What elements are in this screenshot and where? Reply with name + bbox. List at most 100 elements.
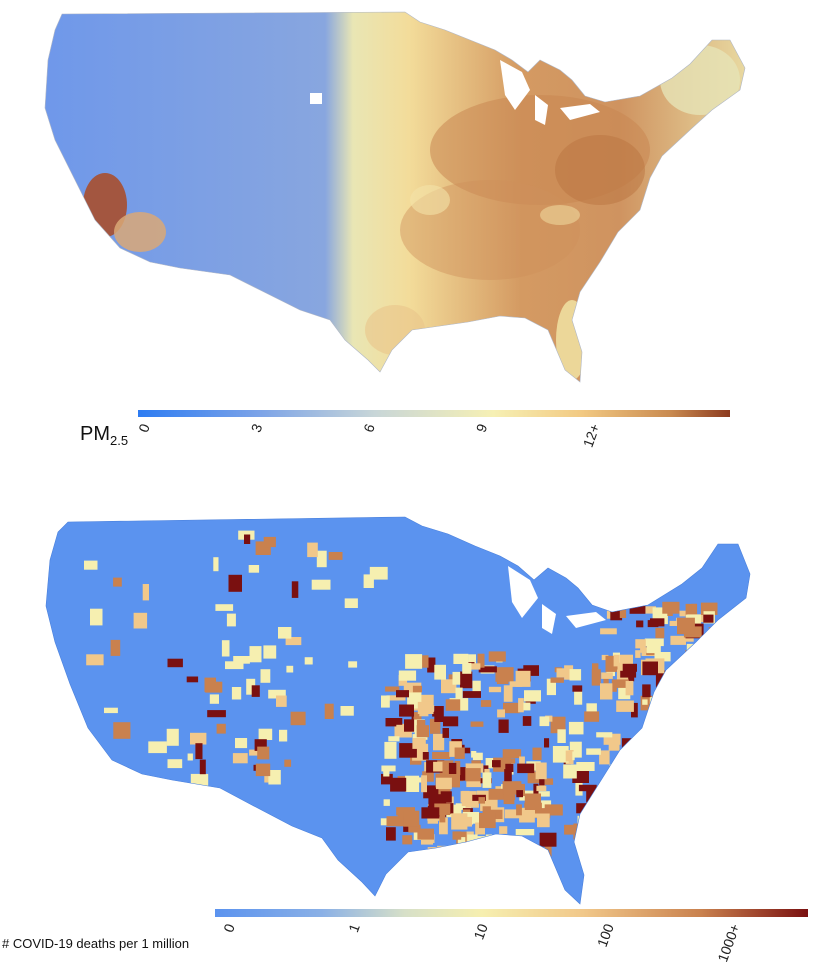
county-cell-239 (388, 736, 400, 742)
county-cell-318 (690, 681, 707, 694)
county-cell-361 (529, 803, 540, 818)
county-cell-15 (620, 799, 640, 816)
county-cell-217 (464, 663, 481, 670)
pm25-tick-label-4: 12+ (580, 422, 603, 450)
county-cell-212 (390, 777, 407, 792)
covid-tick-label-3: 100 (594, 921, 617, 949)
county-cell-416 (90, 608, 103, 626)
county-cell-147 (419, 655, 429, 668)
county-cell-378 (479, 813, 496, 829)
county-cell-423 (148, 741, 167, 754)
county-cell-402 (166, 728, 179, 746)
county-cell-45 (522, 716, 532, 726)
county-cell-225 (626, 843, 633, 850)
county-cell-380 (440, 791, 452, 803)
county-cell-234 (584, 711, 600, 722)
county-cell-240 (405, 654, 423, 669)
pm25-tick-label-3: 9 (473, 421, 491, 434)
county-cell-438 (307, 542, 318, 558)
county-cell-328 (635, 639, 646, 649)
county-cell-75 (608, 742, 620, 751)
county-cell-159 (398, 670, 417, 681)
county-cell-367 (517, 763, 535, 774)
county-cell-351 (465, 763, 484, 773)
county-cell-121 (608, 783, 616, 791)
county-cell-397 (215, 604, 234, 611)
county-cell-172 (646, 766, 666, 777)
county-cell-398 (268, 770, 281, 785)
county-cell-388 (524, 793, 541, 810)
county-cell-126 (564, 824, 575, 835)
county-cell-414 (324, 703, 334, 719)
county-cell-194 (385, 718, 403, 727)
county-cell-429 (244, 534, 251, 544)
county-cell-229 (434, 664, 446, 680)
county-cell-330 (466, 777, 482, 788)
county-cell-452 (249, 749, 259, 756)
county-cell-353 (439, 817, 448, 835)
county-cell-461 (190, 732, 207, 745)
county-cell-136 (603, 733, 621, 745)
county-cell-131 (640, 777, 656, 786)
county-cell-61 (653, 812, 664, 823)
county-cell-241 (487, 836, 498, 853)
county-cell-210 (403, 810, 420, 827)
county-cell-129 (432, 752, 450, 759)
county-cell-163 (609, 764, 627, 776)
county-cell-35 (657, 777, 675, 789)
pm25-tick-label-2: 6 (360, 421, 378, 434)
county-cell-252 (412, 734, 420, 742)
county-cell-151 (582, 833, 600, 847)
county-cell-249 (656, 748, 667, 756)
county-cell-18 (544, 738, 550, 748)
county-cell-428 (290, 711, 306, 726)
county-cell-150 (578, 784, 597, 792)
county-cell-371 (482, 806, 491, 819)
county-cell-401 (86, 654, 104, 666)
county-cell-258 (412, 738, 426, 749)
county-cell-72 (519, 756, 525, 765)
county-cell-282 (700, 678, 707, 692)
county-cell-440 (113, 722, 131, 739)
county-cell-108 (572, 685, 583, 692)
county-cell-325 (601, 672, 613, 679)
county-cell-169 (386, 827, 396, 841)
county-cell-208 (596, 732, 613, 738)
county-cell-173 (642, 699, 648, 705)
county-cell-319 (605, 655, 617, 672)
county-cell-8 (402, 835, 413, 845)
county-cell-255 (416, 725, 429, 738)
covid-tick-labels: 0 1 10 100 1000+ (220, 921, 743, 964)
county-cell-243 (396, 724, 406, 731)
county-cell-453 (251, 685, 260, 697)
county-cell-459 (257, 746, 270, 760)
pm25-color-scale (138, 410, 730, 417)
county-cell-110 (615, 840, 622, 853)
county-cell-230 (651, 820, 666, 828)
county-cell-7 (472, 680, 481, 693)
county-cell-222 (654, 753, 661, 759)
county-cell-95 (537, 791, 550, 797)
county-cell-408 (263, 536, 276, 548)
county-cell-199 (442, 847, 451, 860)
county-cell-462 (195, 743, 203, 760)
county-cell-221 (488, 651, 506, 662)
county-cell-449 (268, 689, 286, 699)
county-cell-315 (703, 614, 714, 623)
county-cell-253 (437, 845, 452, 861)
county-cell-19 (624, 767, 644, 778)
county-cell-412 (340, 706, 354, 716)
county-cell-188 (596, 805, 612, 812)
county-cell-138 (638, 730, 646, 745)
county-cell-185 (619, 831, 631, 837)
pm25-tick-labels: 0 3 6 9 12+ (135, 421, 603, 449)
county-cell-444 (187, 753, 193, 761)
county-cell-259 (454, 747, 465, 759)
county-cell-161 (499, 826, 508, 834)
county-cell-342 (516, 804, 522, 816)
county-cell-170 (654, 723, 669, 731)
county-cell-385 (433, 761, 443, 772)
county-cell-5 (433, 733, 445, 751)
county-cell-248 (609, 847, 621, 858)
county-cell-22 (427, 657, 436, 673)
